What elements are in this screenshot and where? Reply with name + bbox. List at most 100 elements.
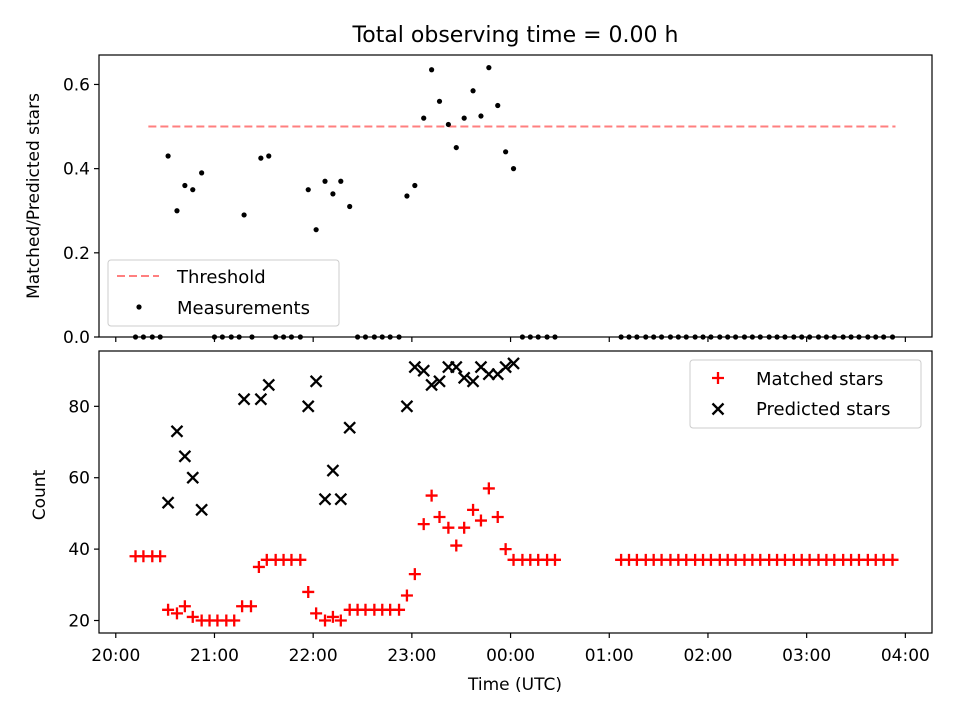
top-y-tick-label: 0.6 [63, 75, 90, 95]
matched-star-point [491, 510, 504, 523]
predicted-star-point [254, 392, 268, 406]
top-y-axis-label: Matched/Predicted stars [24, 93, 44, 299]
x-tick-label: 00:00 [486, 646, 535, 666]
bottom-y-tick-label: 60 [68, 469, 90, 489]
measurement-point [347, 203, 353, 210]
matched-star-point [433, 510, 446, 523]
matched-star-point [408, 568, 421, 581]
predicted-star-point [195, 503, 208, 517]
measurement-point [445, 121, 451, 128]
measurement-point [412, 182, 418, 189]
matched-star-point [244, 600, 257, 613]
measurement-point [503, 149, 509, 155]
matched-star-point [154, 550, 167, 563]
measurement-point [486, 65, 492, 71]
measurement-point [856, 334, 862, 340]
top-axes: 0.0 0.2 0.4 0.6 Matched/Predicted stars Thr… [24, 54, 933, 348]
matched-star-point [310, 607, 323, 620]
predicted-star-point [262, 378, 276, 392]
top-legend: Threshold Measurements [107, 259, 340, 327]
top-y-ticks: 0.0 0.2 0.4 0.6 [63, 75, 99, 348]
measurement-point [273, 334, 279, 340]
measurement-point [338, 178, 344, 184]
matched-star-point [319, 614, 332, 627]
matched-legend-label: Matched stars [756, 369, 883, 390]
measurement-point [732, 334, 739, 340]
predicted-star-point [449, 360, 463, 374]
predicted-legend-label: Predicted stars [756, 399, 890, 420]
measurement-point [741, 334, 748, 340]
matched-star-point [499, 543, 512, 556]
predicted-star-point [334, 492, 348, 506]
x-tick-label: 03:00 [782, 646, 831, 666]
measurement-point [881, 334, 887, 340]
matched-star-point [326, 610, 339, 623]
measurement-point [379, 334, 385, 340]
measurement-point [199, 170, 205, 176]
matched-star-point [400, 589, 413, 602]
measurement-point [429, 67, 435, 73]
measurement-point [749, 334, 755, 340]
predicted-star-point [309, 375, 323, 388]
chart-title: Total observing time = 0.00 h [352, 23, 679, 48]
top-legend-box [107, 259, 340, 327]
measurement-point [626, 334, 632, 340]
matched-star-point [252, 560, 265, 573]
measurement-point [396, 334, 402, 340]
measurement-point [165, 153, 171, 159]
measurement-point [700, 334, 706, 340]
matched-star-point [393, 603, 406, 616]
predicted-star-point [400, 400, 414, 413]
measurement-point [330, 191, 336, 197]
matched-star-point [302, 585, 315, 598]
measurement-point [174, 208, 180, 214]
measurement-point [675, 334, 681, 340]
bottom-y-axis-label: Count [30, 469, 50, 520]
measurement-point [519, 334, 526, 340]
measurement-point [889, 334, 896, 340]
matched-star-point [482, 482, 495, 495]
x-tick-label: 04:00 [881, 646, 930, 666]
top-y-tick-label: 0.4 [63, 160, 90, 180]
measurement-point [527, 334, 533, 340]
bottom-axes: 20 40 60 80 20:00 21:00 22:00 23:00 00:00 01:00 0… [30, 350, 933, 695]
measurement-point [495, 102, 501, 109]
measurement-point [322, 178, 328, 184]
measurement-point [766, 334, 772, 340]
predicted-star-point [178, 449, 192, 463]
x-tick-label: 01:00 [585, 646, 634, 666]
measurement-point [190, 187, 196, 193]
matched-star-point [886, 553, 899, 566]
predicted-star-point [417, 364, 431, 377]
measurement-point [683, 334, 689, 340]
matched-star-point [186, 610, 199, 623]
measurement-point [288, 334, 295, 340]
bottom-legend: Matched stars Predicted stars [689, 359, 922, 429]
measurement-point [249, 334, 255, 340]
measurement-point [658, 334, 665, 340]
measurement-point [782, 334, 788, 340]
measurement-point [297, 334, 303, 340]
predicted-star-point [499, 360, 512, 374]
predicted-stars-points [161, 357, 520, 517]
measurement-point [461, 115, 467, 121]
predicted-star-point [457, 371, 471, 385]
matched-stars-points [129, 482, 899, 627]
x-tick-label: 02:00 [683, 646, 732, 666]
bottom-y-ticks: 20 40 60 80 [68, 397, 99, 632]
measurement-point [266, 153, 272, 159]
measurement-point [717, 334, 723, 340]
x-axis-label: Time (UTC) [467, 675, 562, 695]
x-tick-label: 20:00 [91, 646, 140, 666]
measurement-point [774, 334, 780, 340]
measurement-point [387, 334, 393, 340]
matched-star-point [425, 489, 438, 502]
predicted-star-point [318, 492, 332, 506]
matched-star-point [474, 514, 487, 527]
top-x-ticks [115, 337, 906, 342]
measurement-point [831, 334, 837, 340]
measurement-point [552, 334, 558, 340]
measurement-point [228, 334, 234, 340]
measurement-point [651, 334, 657, 340]
